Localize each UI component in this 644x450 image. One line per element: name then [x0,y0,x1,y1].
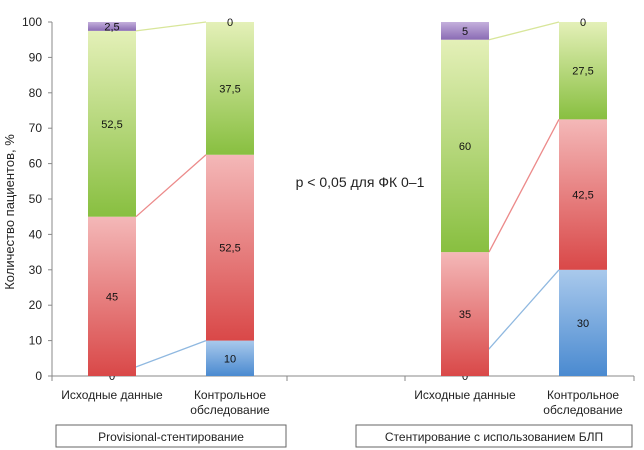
bar-segment [441,252,489,376]
bar-segment [206,154,254,341]
bar-value-label: 30 [577,318,589,330]
significance-annotation: p < 0,05 для ФК 0–1 [296,174,425,190]
connector-line [135,21,207,32]
y-tick-label: 90 [29,50,43,64]
y-tick-label: 20 [29,298,43,312]
y-tick-label: 10 [29,334,43,348]
group-label: Provisional-стентирование [98,430,244,444]
bar-value-label: 0 [580,17,586,29]
category-label: Исходные данные [61,388,163,402]
y-axis-title: Количество пациентов, % [2,134,17,290]
y-tick-label: 40 [29,227,43,241]
bar-value-label: 52,5 [219,243,240,255]
bar-segment [206,340,254,376]
bar-value-label: 35 [459,309,471,321]
bar-value-label: 10 [224,353,236,365]
bar-segment [88,30,136,217]
bar-value-label: 0 [462,371,468,383]
category-label: обследование [543,403,623,417]
bar-segment [88,22,136,31]
y-tick-label: 80 [29,86,43,100]
connector-line [488,21,560,41]
category-label: обследование [190,403,270,417]
group-label-box [55,424,287,448]
connector-line [488,119,560,253]
bar-value-label: 60 [459,141,471,153]
category-label: Исходные данные [414,388,516,402]
bar-value-label: 37,5 [219,83,240,95]
group-labels: Provisional-стентирование Стентирование с… [55,424,633,448]
y-tick-label: 100 [22,15,42,29]
connector-lines [111,21,560,377]
bar-value-label: 0 [227,17,233,29]
bar-segment [206,22,254,155]
bar-value-label: 2,5 [104,21,119,33]
group-label: Стентирование с использованием БЛП [385,430,603,444]
bar-value-label: 45 [106,291,118,303]
bars: 0 45 52,5 2,5 10 52,5 37,5 0 0 35 60 5 30 42,5 27,5 0 [88,17,607,383]
y-tick-label: 0 [35,369,42,383]
bar-value-label: 0 [109,371,115,383]
bar-segment [559,22,607,120]
bar-value-label: 42,5 [572,190,593,202]
y-tick-label: 70 [29,121,43,135]
connector-line [135,154,207,218]
category-label: Контрольное [194,388,266,402]
y-tick-label: 30 [29,263,43,277]
bar-value-label: 52,5 [101,119,122,131]
y-tick-label: 50 [29,192,43,206]
bar-value-label: 5 [462,26,468,38]
category-label: Контрольное [547,388,619,402]
bar-segment [559,119,607,270]
bar-segment [441,39,489,253]
category-labels: Исходные данные КонтрольноеобследованиеИс… [61,388,623,417]
bar-value-label: 27,5 [572,66,593,78]
bar-segment [441,22,489,40]
bar-segment [88,216,136,376]
group-label-box [355,424,633,448]
y-tick-label: 60 [29,157,43,171]
bar-segment [559,269,607,376]
